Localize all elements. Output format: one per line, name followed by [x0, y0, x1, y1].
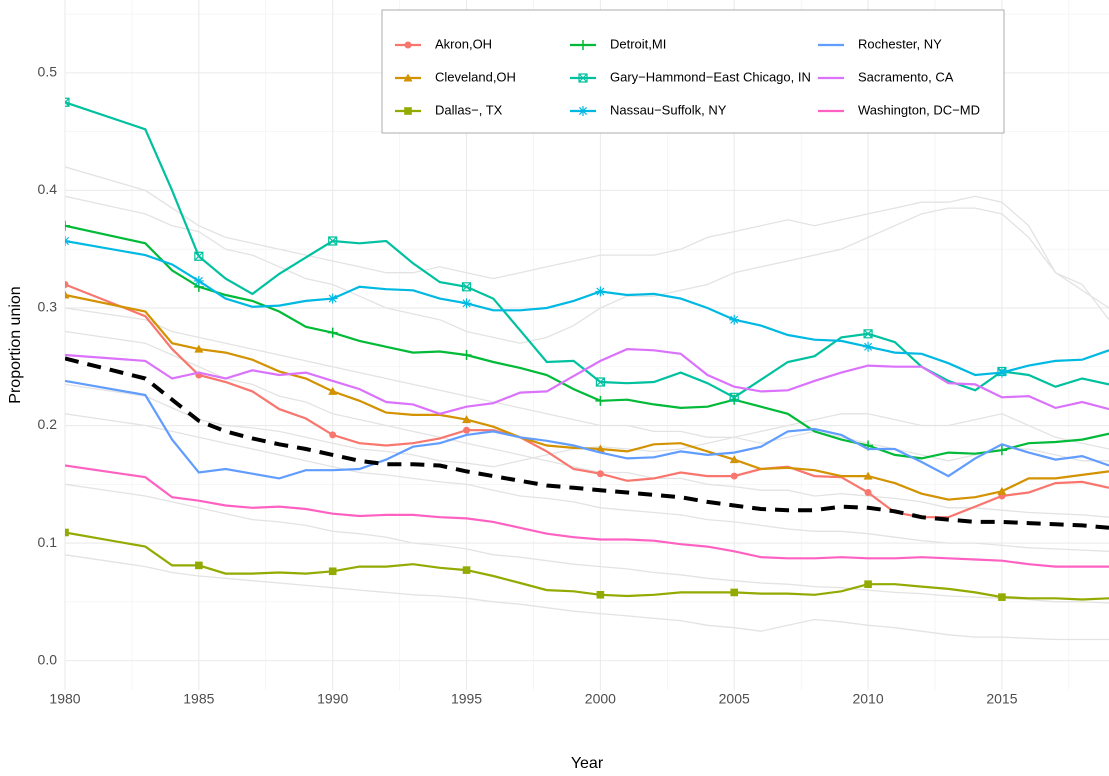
marker [403, 73, 413, 82]
marker [595, 444, 605, 453]
x-tick-label: 2005 [719, 691, 750, 707]
marker [461, 282, 472, 292]
marker [329, 431, 337, 439]
series-line [65, 347, 1109, 415]
series-line [65, 283, 1109, 519]
marker [595, 286, 606, 297]
marker [578, 106, 588, 116]
series-line [65, 224, 1109, 460]
marker [461, 349, 472, 360]
series-line [65, 101, 1109, 399]
legend-label: Washington, DC−MD [858, 102, 980, 117]
series-line [65, 379, 1109, 480]
background-line [65, 554, 1109, 641]
marker [595, 377, 605, 387]
legend-label: Akron,OH [435, 36, 492, 51]
marker [595, 395, 606, 406]
marker [596, 470, 604, 478]
marker [194, 251, 204, 261]
background-line [65, 166, 1109, 321]
x-axis-title: Year [571, 755, 604, 772]
series-line [65, 464, 1109, 568]
marker [864, 489, 872, 497]
legend-label: Nassau−Suffolk, NY [610, 102, 727, 117]
background-line [65, 307, 1109, 462]
marker [462, 415, 472, 424]
background-line [65, 383, 1109, 468]
y-tick-label: 0.2 [38, 416, 58, 432]
marker [996, 367, 1007, 378]
marker [730, 472, 738, 480]
legend-box [381, 9, 1005, 134]
marker [996, 445, 1007, 456]
plot-area [65, 97, 1109, 641]
reference-line [65, 356, 1109, 530]
legend-label: Detroit,MI [610, 36, 666, 51]
marker [578, 73, 588, 83]
y-tick-label: 0.1 [38, 534, 58, 550]
marker [997, 486, 1007, 495]
marker [65, 290, 70, 299]
legend-label: Cleveland,OH [435, 69, 516, 84]
y-tick-label: 0.4 [38, 181, 58, 197]
y-tick-label: 0.5 [38, 64, 58, 80]
marker [328, 386, 338, 395]
background-line [65, 413, 1109, 552]
marker [863, 341, 874, 352]
legend-label: Dallas−, TX [435, 102, 503, 117]
marker [463, 426, 471, 434]
marker [328, 567, 337, 576]
marker [195, 561, 203, 570]
x-tick-label: 2010 [852, 691, 883, 707]
x-tick-label: 1980 [49, 691, 80, 707]
legend-label: Sacramento, CA [858, 69, 954, 84]
x-tick-label: 2000 [585, 691, 616, 707]
marker [404, 41, 412, 49]
background-line [65, 483, 1109, 604]
marker [730, 588, 739, 597]
marker [65, 97, 70, 107]
marker [998, 593, 1006, 601]
marker [327, 293, 338, 304]
marker [327, 327, 338, 338]
axes: 1980 1985 1990 1995 2000 2005 2010 2015 0.0 0.1 0.… [38, 64, 1018, 707]
marker [462, 566, 471, 574]
legend-label: Rochester, NY [858, 36, 942, 51]
marker [65, 528, 69, 537]
series-line [65, 531, 1109, 601]
background-line [65, 195, 1109, 344]
marker [328, 236, 338, 246]
marker [864, 580, 872, 589]
background-line [65, 330, 1109, 518]
x-tick-label: 1995 [451, 691, 482, 707]
marker [65, 280, 69, 288]
marker [578, 40, 588, 50]
marker [729, 314, 740, 325]
marker [729, 392, 739, 402]
marker [596, 590, 605, 599]
marker [863, 471, 873, 480]
marker [863, 329, 873, 339]
y-tick-label: 0.0 [38, 651, 58, 667]
marker [729, 455, 739, 464]
x-tick-label: 1985 [183, 691, 214, 707]
marker [193, 275, 204, 286]
legend-label: Gary−Hammond−East Chicago, IN [610, 69, 811, 84]
y-tick-label: 0.3 [38, 299, 58, 315]
series-line [65, 239, 1109, 377]
x-tick-label: 2015 [986, 691, 1017, 707]
series-line [65, 293, 1109, 501]
marker [65, 235, 70, 246]
marker [404, 107, 412, 115]
marker [65, 220, 70, 231]
y-axis-title: Proportion union [7, 286, 24, 403]
marker [194, 344, 204, 353]
x-tick-label: 1990 [317, 691, 348, 707]
marker [461, 298, 472, 309]
legend: Akron,OH Cleveland,OH Dallas−, TX Detroit,M… [381, 9, 1005, 134]
